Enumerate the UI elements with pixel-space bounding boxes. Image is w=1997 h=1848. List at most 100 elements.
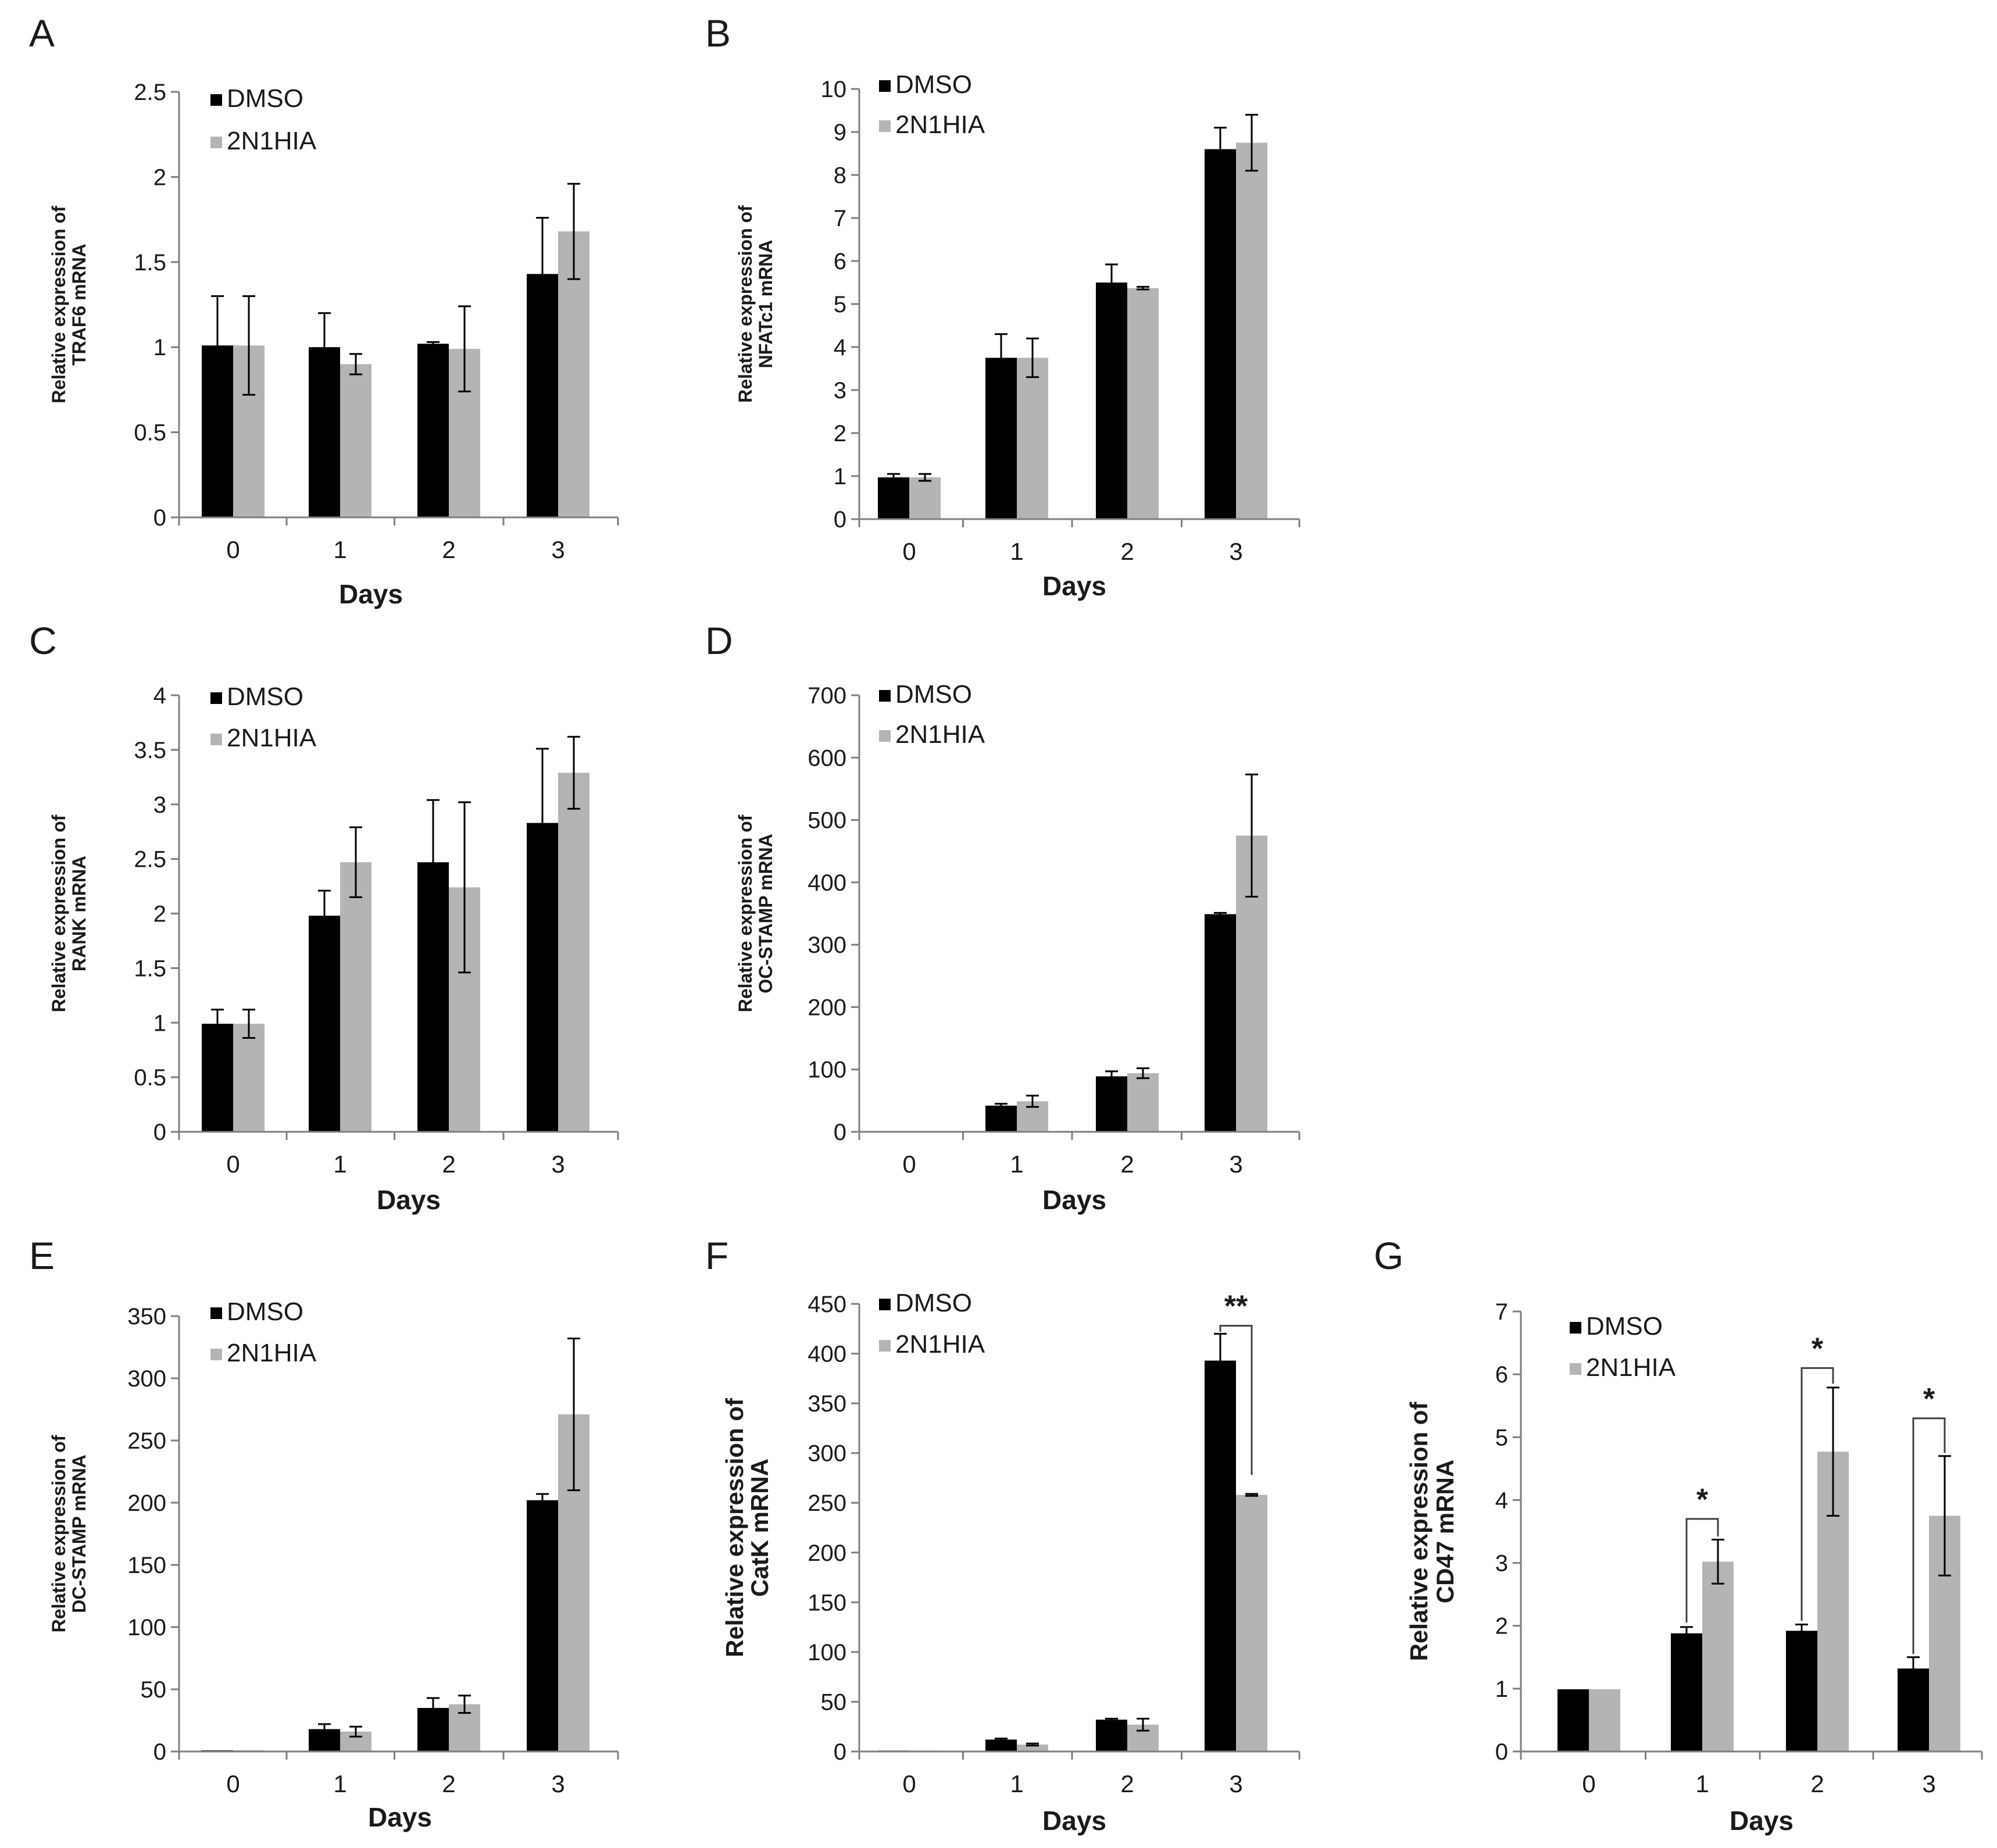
y-tick-label: 0.5 <box>134 1065 166 1091</box>
error-bar <box>919 473 931 482</box>
y-tick-label: 150 <box>127 1553 166 1578</box>
error-bar <box>1245 1493 1258 1497</box>
significance-label: ** <box>1224 1290 1248 1324</box>
significance-bracket <box>1685 1518 1719 1623</box>
error-bar <box>1105 263 1118 302</box>
error-bar <box>887 473 900 482</box>
y-tick-label: 400 <box>808 1342 846 1367</box>
y-tick-label: 0 <box>834 1120 846 1145</box>
legend: DMSO 2N1HIA <box>879 70 985 139</box>
error-bar <box>536 748 549 898</box>
x-tick-label: 3 <box>1229 538 1242 565</box>
x-axis-title: Days <box>339 579 403 609</box>
x-tick-label: 1 <box>333 1770 346 1797</box>
bar-2n1hia-day2 <box>1127 1073 1159 1132</box>
y-tick-label: 600 <box>808 745 846 771</box>
significance-bracket-line <box>1219 1325 1253 1475</box>
error-bar <box>1938 1455 1951 1577</box>
y-tick-label: 8 <box>834 163 846 188</box>
error-bar <box>995 1103 1008 1109</box>
y-tick-label: 200 <box>808 1540 846 1566</box>
legend-swatch-2n1hia <box>879 120 891 132</box>
error-bar <box>318 889 331 942</box>
bar-dmso-day3 <box>1205 914 1236 1132</box>
error-bar <box>567 735 580 810</box>
error-bar <box>458 1695 471 1714</box>
error-bar <box>211 1009 224 1039</box>
x-tick-label: 3 <box>551 536 565 563</box>
x-axis-title: Days <box>1730 1806 1794 1836</box>
bar-dmso-day1 <box>1671 1633 1702 1752</box>
error-bar <box>1137 1718 1149 1732</box>
error-bar <box>1214 127 1227 172</box>
y-tick-label: 5 <box>1495 1425 1508 1450</box>
x-tick-label: 2 <box>1120 538 1134 565</box>
error-bar <box>536 1493 549 1507</box>
legend-swatch-dmso <box>210 692 222 704</box>
x-tick-label: 3 <box>551 1150 565 1178</box>
y-tick-label: 1 <box>1495 1677 1508 1702</box>
y-axis-title-line: Relative expression of <box>48 206 69 403</box>
bar-2n1hia-day0 <box>1589 1689 1620 1752</box>
legend-label-2n1hia: 2N1HIA <box>227 1339 317 1367</box>
error-bar <box>242 1009 255 1039</box>
legend-label-dmso: DMSO <box>895 70 972 99</box>
legend-label-dmso: DMSO <box>227 1297 303 1326</box>
error-bar <box>1712 1539 1724 1585</box>
error-bar <box>349 1725 362 1738</box>
error-bar <box>1105 1718 1118 1722</box>
y-tick-label: 700 <box>808 683 846 709</box>
bars <box>202 183 590 517</box>
y-tick-label: 7 <box>1495 1299 1508 1325</box>
significance-label: * <box>1696 1483 1709 1517</box>
bar-dmso-day0 <box>202 1024 233 1132</box>
significance-bracket-line <box>1912 1417 1946 1654</box>
y-tick-label: 150 <box>808 1590 846 1615</box>
panel-c: C 0 0.5 1 1.5 2 2.5 3 3.5 4 0 1 2 3 Days Relative expre… <box>29 619 619 1215</box>
significance-label: * <box>1923 1382 1935 1416</box>
x-tick-label: 2 <box>1120 1150 1134 1178</box>
y-tick-label: 250 <box>127 1428 166 1454</box>
x-tick-label: 2 <box>1810 1770 1824 1797</box>
x-tick-label: 0 <box>226 1150 240 1178</box>
y-axis-title-line: OC-STAMP mRNA <box>755 834 776 993</box>
panel-letter: F <box>705 1234 728 1277</box>
y-tick-label: 6 <box>834 249 846 274</box>
error-bar <box>567 183 580 280</box>
y-tick-label: 1 <box>834 464 846 489</box>
y-axis-title-line: Relative expression of <box>48 814 69 1012</box>
y-tick-label: 300 <box>808 1441 846 1467</box>
y-tick-label: 50 <box>141 1677 167 1703</box>
legend-label-2n1hia: 2N1HIA <box>895 1330 985 1359</box>
y-axis-title-line: TRAF6 mRNA <box>69 244 90 366</box>
significance-bracket-line <box>1685 1518 1719 1623</box>
legend-label-dmso: DMSO <box>895 1289 972 1317</box>
panel-f: F 0 50 100 150 200 250 300 350 400 450 0 1 2 3 Days Rela… <box>705 1234 1301 1836</box>
x-tick-label: 1 <box>333 536 346 563</box>
y-tick-label: 0 <box>1495 1739 1508 1765</box>
y-axis-title-line: DC-STAMP mRNA <box>69 1454 90 1613</box>
error-bar <box>318 1723 331 1735</box>
x-tick-label: 0 <box>902 1150 916 1178</box>
y-tick-label: 50 <box>821 1689 847 1715</box>
x-tick-label: 2 <box>442 536 455 563</box>
bar-dmso-day2 <box>1096 1076 1127 1132</box>
bars <box>202 735 590 1132</box>
legend: DMSO 2N1HIA <box>210 84 317 155</box>
bar-2n1hia-day2 <box>1127 288 1159 519</box>
y-tick-label: 0 <box>153 1739 166 1765</box>
legend-swatch-2n1hia <box>210 1349 222 1360</box>
error-bar <box>1245 773 1258 898</box>
bar-2n1hia-day1 <box>1017 1745 1048 1752</box>
error-bar <box>995 333 1008 383</box>
legend-label-2n1hia: 2N1HIA <box>1586 1353 1676 1382</box>
legend-swatch-2n1hia <box>1570 1363 1581 1375</box>
error-bar <box>318 312 331 383</box>
significance-bracket <box>1912 1417 1946 1654</box>
error-bar <box>1245 113 1258 172</box>
x-axis-title: Days <box>1042 1806 1106 1836</box>
error-bar <box>995 1738 1008 1742</box>
error-bar <box>458 801 471 974</box>
legend-swatch-dmso <box>879 690 891 702</box>
y-tick-label: 3 <box>153 792 166 818</box>
